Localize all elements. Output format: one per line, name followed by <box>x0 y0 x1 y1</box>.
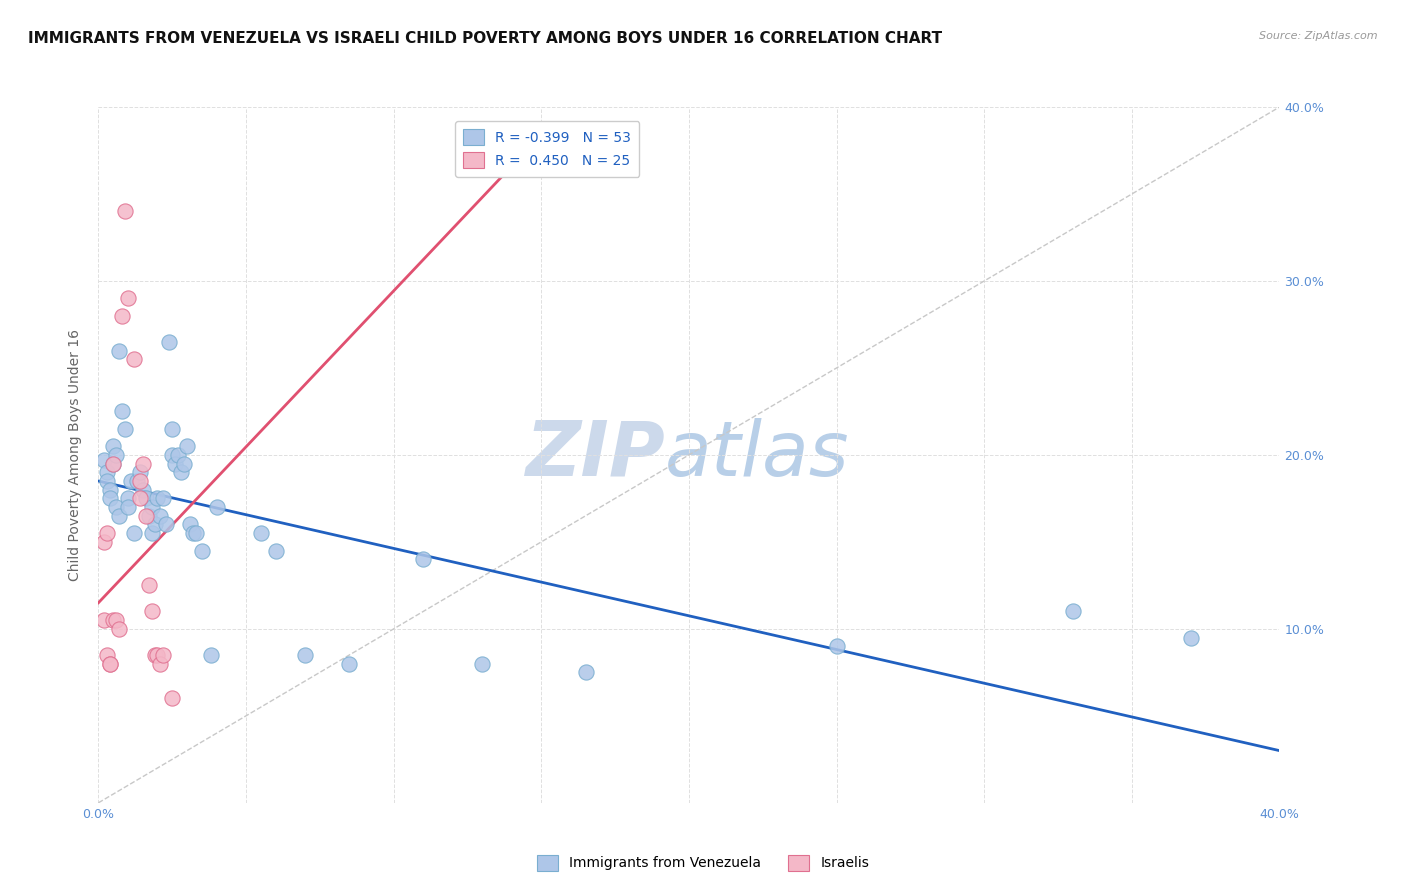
Point <box>191 543 214 558</box>
Point <box>1180 631 1202 645</box>
Point <box>103 439 125 453</box>
Point <box>105 500 128 514</box>
Point <box>128 474 150 488</box>
Point <box>250 526 273 541</box>
Point <box>149 508 172 523</box>
Point <box>165 457 187 471</box>
Point <box>138 508 160 523</box>
Point <box>108 622 131 636</box>
Point <box>98 657 121 671</box>
Point <box>93 534 115 549</box>
Point <box>111 404 134 418</box>
Point <box>205 500 228 514</box>
Point <box>155 517 177 532</box>
Point <box>184 526 207 541</box>
Point <box>117 491 139 506</box>
Legend: Immigrants from Venezuela, Israelis: Immigrants from Venezuela, Israelis <box>531 849 875 876</box>
Point <box>1062 605 1084 619</box>
Text: atlas: atlas <box>665 418 849 491</box>
Point <box>103 613 125 627</box>
Legend: R = -0.399   N = 53, R =  0.450   N = 25: R = -0.399 N = 53, R = 0.450 N = 25 <box>456 121 640 177</box>
Y-axis label: Child Poverty Among Boys Under 16: Child Poverty Among Boys Under 16 <box>69 329 83 581</box>
Point <box>108 343 131 358</box>
Point <box>162 691 183 706</box>
Point <box>120 474 142 488</box>
Point <box>98 491 121 506</box>
Point <box>111 309 134 323</box>
Point <box>170 466 193 480</box>
Point <box>108 508 131 523</box>
Point <box>141 605 163 619</box>
Point <box>105 613 128 627</box>
Point <box>339 657 360 671</box>
Point <box>132 457 155 471</box>
Point <box>98 657 121 671</box>
Point <box>825 639 848 653</box>
Point <box>412 552 434 566</box>
Point <box>103 457 125 471</box>
Point <box>96 466 118 480</box>
Point <box>93 453 115 467</box>
Point <box>135 508 157 523</box>
Point <box>146 648 169 662</box>
Text: ZIP: ZIP <box>526 418 665 491</box>
Point <box>96 648 118 662</box>
Point <box>98 483 121 497</box>
Point <box>96 474 118 488</box>
Point <box>146 491 169 506</box>
Point <box>117 500 139 514</box>
Point <box>264 543 287 558</box>
Point <box>143 517 166 532</box>
Point <box>181 526 204 541</box>
Point <box>128 466 150 480</box>
Point <box>141 526 163 541</box>
Text: Source: ZipAtlas.com: Source: ZipAtlas.com <box>1260 31 1378 41</box>
Point <box>157 334 180 349</box>
Point <box>105 448 128 462</box>
Point <box>173 457 195 471</box>
Point <box>152 491 174 506</box>
Point <box>125 474 148 488</box>
Point <box>574 665 596 680</box>
Point <box>162 422 183 436</box>
Point <box>114 422 136 436</box>
Point <box>122 526 145 541</box>
Point <box>132 483 155 497</box>
Point <box>138 578 160 592</box>
Point <box>117 291 139 305</box>
Point <box>93 613 115 627</box>
Point <box>135 491 157 506</box>
Point <box>200 648 222 662</box>
Point <box>152 648 174 662</box>
Text: IMMIGRANTS FROM VENEZUELA VS ISRAELI CHILD POVERTY AMONG BOYS UNDER 16 CORRELATI: IMMIGRANTS FROM VENEZUELA VS ISRAELI CHI… <box>28 31 942 46</box>
Point <box>122 352 145 367</box>
Point <box>114 204 136 219</box>
Point <box>128 491 150 506</box>
Point <box>141 500 163 514</box>
Point <box>143 648 166 662</box>
Point <box>179 517 201 532</box>
Point <box>167 448 190 462</box>
Point <box>294 648 316 662</box>
Point <box>176 439 198 453</box>
Point <box>149 657 172 671</box>
Point <box>103 457 125 471</box>
Point <box>96 526 118 541</box>
Point <box>162 448 183 462</box>
Point <box>471 657 494 671</box>
